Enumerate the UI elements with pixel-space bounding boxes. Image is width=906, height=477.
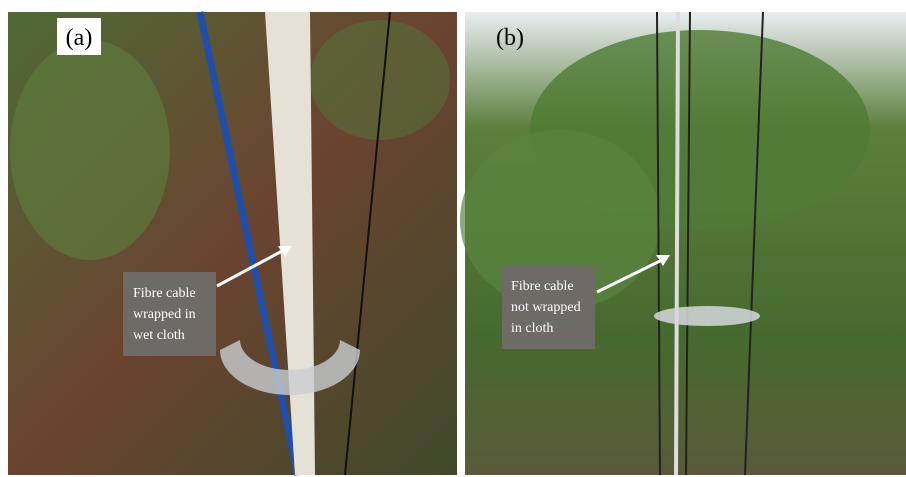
blue-pole	[196, 11, 302, 476]
annotation: Fibre cable	[133, 286, 196, 301]
annotation: wet cloth	[133, 328, 185, 343]
wire	[685, 11, 691, 476]
wire	[344, 11, 391, 476]
annotation: not wrapped	[511, 300, 581, 315]
annotation-box	[502, 265, 595, 349]
panel-b: (b) Fibre cable not wrapped in cloth	[460, 11, 906, 476]
panel-label: (b)	[496, 25, 524, 51]
foliage	[310, 20, 450, 140]
panel-label: (a)	[66, 25, 93, 51]
wrapped-cable	[265, 12, 315, 475]
arrow	[596, 258, 663, 294]
annotation-box	[123, 272, 216, 356]
arrow-head	[656, 255, 670, 266]
foliage	[10, 40, 170, 260]
annotation: in cloth	[511, 321, 553, 336]
label-box	[57, 18, 101, 55]
arrow	[216, 248, 285, 288]
annotation: wrapped in	[133, 307, 196, 322]
annotation: Fibre cable	[511, 279, 574, 294]
arrow-head	[278, 246, 292, 257]
wire	[744, 11, 764, 476]
panel-a: (a) Fibre cable wrapped in wet cloth	[8, 11, 457, 476]
cable	[674, 11, 680, 476]
platform	[220, 340, 360, 395]
platform	[654, 306, 760, 326]
wire	[656, 11, 661, 476]
